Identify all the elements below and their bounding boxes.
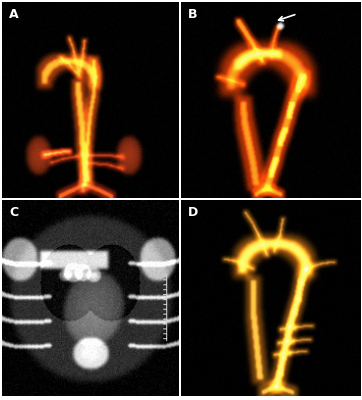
Text: C: C xyxy=(9,206,18,219)
Text: A: A xyxy=(9,8,18,21)
Text: D: D xyxy=(188,206,198,219)
Text: B: B xyxy=(188,8,198,21)
